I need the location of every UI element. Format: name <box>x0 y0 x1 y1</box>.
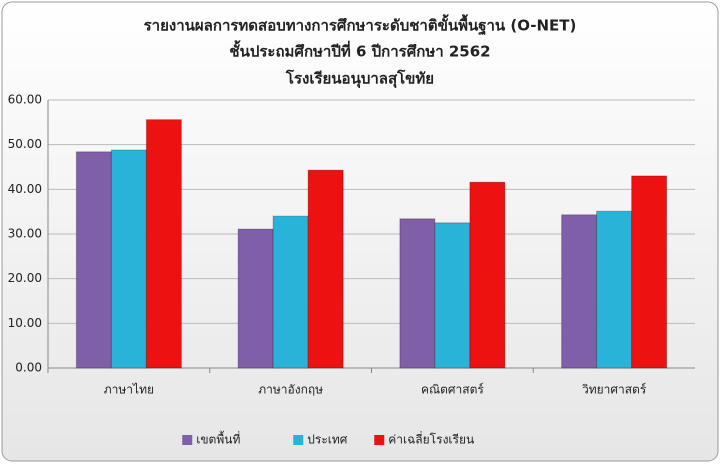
bar <box>307 169 344 369</box>
bar <box>631 175 668 369</box>
bar <box>75 151 112 369</box>
bar <box>399 218 436 369</box>
x-tick-label: คณิตศาสตร์ <box>421 383 484 397</box>
legend-swatch <box>374 435 385 445</box>
chart-title: รายงานผลการทดสอบทางการศึกษาระดับชาติขั้น… <box>144 14 577 36</box>
y-tick-label: 50.00 <box>8 137 42 151</box>
legend-swatch <box>182 435 193 445</box>
legend-label: ค่าเฉลี่ยโรงเรียน <box>388 431 474 447</box>
bar <box>110 149 147 369</box>
bar <box>434 222 471 369</box>
x-tick-label: ภาษาไทย <box>104 383 154 397</box>
y-tick-label: 20.00 <box>8 271 42 285</box>
y-tick-label: 10.00 <box>8 316 42 330</box>
chart-title: ชั้นประถมศึกษาปีที่ 6 ปีการศึกษา 2562 <box>229 40 490 61</box>
bar <box>272 215 309 369</box>
bar <box>237 228 274 369</box>
bar <box>596 210 633 369</box>
bar <box>469 181 506 369</box>
legend-swatch <box>293 435 304 445</box>
y-tick-label: 60.00 <box>8 93 42 107</box>
bar <box>145 119 182 369</box>
legend-label: ประเทศ <box>307 433 348 447</box>
x-tick-label: ภาษาอังกฤษ <box>258 383 323 397</box>
chart-title: โรงเรียนอนุบาลสุโขทัย <box>285 69 434 89</box>
y-tick-label: 30.00 <box>8 227 42 241</box>
bar <box>561 214 598 369</box>
legend-label: เขตพื้นที่ <box>196 431 240 447</box>
y-tick-label: 0.00 <box>15 361 42 375</box>
x-tick-label: วิทยาศาสตร์ <box>582 383 647 397</box>
y-tick-label: 40.00 <box>8 182 42 196</box>
